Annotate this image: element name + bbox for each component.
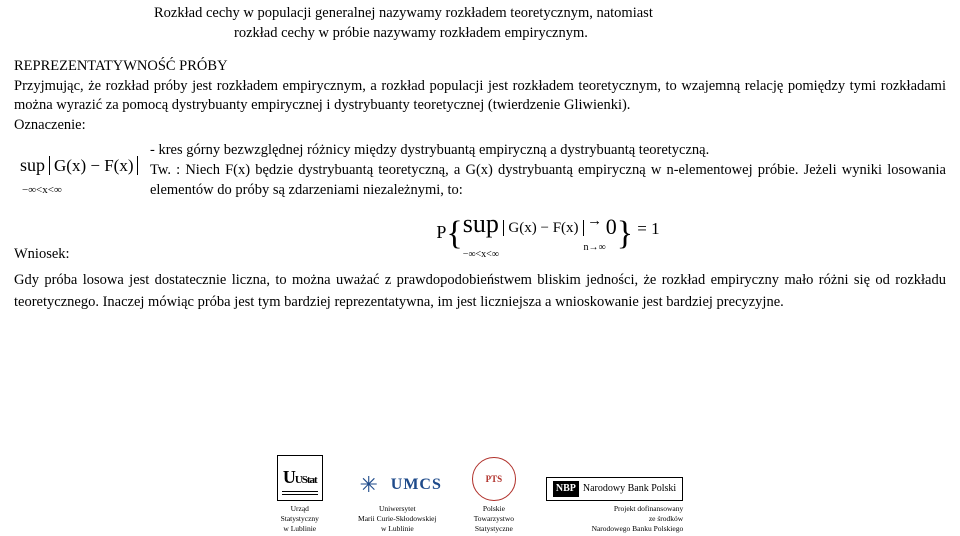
logo-ustat: UUStat Urząd Statystyczny w Lublinie [277,455,323,534]
brace-left: { [446,215,462,252]
sup-abs-body: G(x) − F(x) [49,156,138,175]
sup-range: −∞<x<∞ [20,184,62,196]
umcs-line3: w Lublinie [381,524,414,534]
pts-line1: Polskie [483,504,505,514]
eq-P: P [436,222,446,242]
logo-nbp: NBP Narodowy Bank Polski Projekt dofinan… [546,477,683,534]
umcs-text: UMCS [391,474,442,496]
kres-line-1: - kres górny bezwzględnej różnicy między… [150,141,946,161]
eq-arrow: → [587,213,602,229]
intro-line-2: rozkład cechy w próbie nazywamy rozkłade… [154,24,806,44]
nbp-line2: ze środków [649,514,683,524]
pts-line3: Statystyczne [475,524,513,534]
logo-umcs: ✳ UMCS Uniwersytet Marii Curie-Skłodowsk… [353,469,442,534]
paragraph-1: Przyjmując, że rozkład próby jest rozkła… [14,77,946,116]
nbp-line3: Narodowego Banku Polskiego [592,524,684,534]
umcs-line1: Uniwersytet [379,504,416,514]
paragraph-2: Gdy próba losowa jest dostatecznie liczn… [14,269,946,314]
brace-right: } [617,215,633,252]
nbp-bar: NBP Narodowy Bank Polski [546,477,683,501]
logo-pts: PTS Polskie Towarzystwo Statystyczne [472,457,516,534]
kres-line-2: Tw. : Niech F(x) będzie dystrybuantą teo… [150,161,946,200]
umcs-line2: Marii Curie-Skłodowskiej [358,514,437,524]
intro-line-1: Rozkład cechy w populacji generalnej naz… [154,4,806,24]
umcs-icon: ✳ [353,469,385,501]
pts-icon: PTS [472,457,516,501]
nbp-full: Narodowy Bank Polski [583,482,676,496]
kres-text: - kres górny bezwzględnej różnicy między… [150,139,946,263]
eq-abs-body: G(x) − F(x) [503,220,583,236]
footer-logos: UUStat Urząd Statystyczny w Lublinie ✳ U… [0,452,960,536]
ustat-line3: w Lublinie [283,524,316,534]
eq-equals-1: = 1 [633,219,660,238]
oznaczenie-label: Oznaczenie: [14,116,946,136]
ustat-line2: Statystyczny [281,514,319,524]
nbp-abbr: NBP [553,481,579,497]
probability-equation: P{ sup −∞<x<∞ G(x) − F(x) → n→∞ 0} = 1 [150,204,946,263]
sup-expression: sup G(x) − F(x) −∞<x<∞ [14,139,150,200]
eq-sup-range: −∞<x<∞ [463,249,499,260]
ustat-line1: Urząd [291,504,309,514]
ustat-icon: UUStat [277,455,323,501]
definition-row: sup G(x) − F(x) −∞<x<∞ - kres górny bezw… [14,139,946,263]
nbp-line1: Projekt dofinansowany [614,504,683,514]
sup-word: sup [20,155,45,175]
pts-line2: Towarzystwo [474,514,514,524]
intro-text: Rozkład cechy w populacji generalnej naz… [14,4,946,43]
eq-n-limit: n→∞ [584,242,606,253]
section-title: REPREZENTATYWNOŚĆ PRÓBY [14,57,946,77]
eq-zero: 0 [606,214,617,239]
eq-sup: sup [463,209,499,238]
